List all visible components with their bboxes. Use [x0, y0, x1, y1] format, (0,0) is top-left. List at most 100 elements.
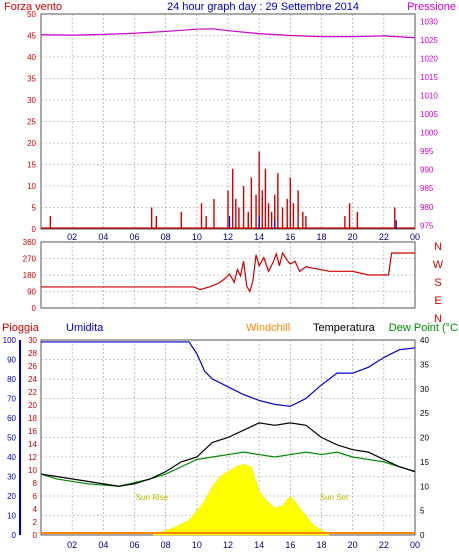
temperature-tick: 25 [420, 409, 429, 418]
rain-tick: 4 [33, 505, 38, 514]
temperature-tick: 35 [420, 360, 429, 369]
wind-tick: 30 [27, 96, 36, 105]
pressure-tick: 985 [420, 184, 434, 193]
rain-tick: 8 [33, 479, 38, 488]
pressure-tick: 1000 [420, 129, 438, 138]
rain-tick: 10 [28, 466, 37, 475]
time-tick-bottom: 04 [98, 540, 108, 550]
compass-label: N [434, 241, 442, 253]
rain-tick: 16 [28, 427, 37, 436]
wind-legend: Forza vento [4, 1, 62, 13]
pressure-tick: 975 [420, 221, 434, 230]
wind-tick: 10 [27, 182, 36, 191]
dewpoint-legend: Dew Point (°C [389, 322, 458, 334]
time-tick-top: 12 [223, 232, 233, 242]
rain-tick: 24 [28, 375, 37, 384]
temperature-tick: 30 [420, 385, 429, 394]
pressure-tick: 995 [420, 147, 434, 156]
time-tick-bottom: 02 [67, 540, 77, 550]
rain-tick: 26 [28, 362, 37, 371]
chart-title: 24 hour graph day : 29 Settembre 2014 [167, 1, 359, 13]
time-tick-bottom: 14 [254, 540, 264, 550]
grid-lines [41, 14, 415, 535]
sun-rise-label: Sun Rise [136, 493, 169, 502]
compass-label: E [434, 295, 441, 307]
humidity-legend: Umidita [66, 322, 104, 334]
rain-tick: 12 [28, 453, 37, 462]
time-tick-bottom: 22 [379, 540, 389, 550]
rain-tick: 0 [33, 531, 38, 540]
wind-tick: 25 [27, 118, 36, 127]
pressure-tick: 990 [420, 166, 434, 175]
humidity-tick: 40 [7, 453, 16, 462]
compass-label: N [434, 313, 442, 325]
rain-tick: 2 [33, 518, 38, 527]
time-tick-bottom: 16 [285, 540, 295, 550]
rain-tick: 6 [33, 492, 38, 501]
wind-tick: 35 [27, 75, 36, 84]
wind-tick: 15 [27, 161, 36, 170]
sun-area [153, 464, 331, 536]
time-tick-bottom: 20 [348, 540, 358, 550]
temperature-tick: 0 [420, 531, 425, 540]
pressure-tick: 1020 [420, 54, 438, 63]
pressure-tick: 980 [420, 203, 434, 212]
time-tick-top: 06 [129, 232, 139, 242]
pressure-tick: 1030 [420, 17, 438, 26]
humidity-line [41, 341, 416, 407]
humidity-tick: 50 [7, 434, 16, 443]
temperature-tick: 40 [420, 336, 429, 345]
time-tick-bottom: 08 [161, 540, 171, 550]
time-tick-top: 00 [410, 232, 420, 242]
humidity-tick: 70 [7, 395, 16, 404]
temperature-tick: 10 [420, 482, 429, 491]
direction-tick: 180 [23, 271, 37, 280]
wind-tick: 0 [32, 225, 37, 234]
wind-tick: 5 [32, 204, 37, 213]
wind-tick: 45 [27, 32, 36, 41]
rain-tick: 22 [28, 388, 37, 397]
rain-tick: 18 [28, 414, 37, 423]
pressure-tick: 1005 [420, 110, 438, 119]
humidity-tick: 0 [12, 531, 17, 540]
humidity-tick: 80 [7, 375, 16, 384]
dewpoint-line [40, 451, 416, 487]
temperature-line [40, 422, 416, 487]
wind-tick: 20 [27, 139, 36, 148]
rain-tick: 20 [28, 401, 37, 410]
pressure-tick: 1010 [420, 92, 438, 101]
humidity-tick: 30 [7, 473, 16, 482]
temperature-tick: 5 [420, 507, 425, 516]
time-tick-bottom: 12 [223, 540, 233, 550]
time-tick-top: 16 [285, 232, 295, 242]
temperature-tick: 20 [420, 434, 429, 443]
rain-tick: 14 [28, 440, 37, 449]
time-tick-top: 04 [98, 232, 108, 242]
rain-tick: 30 [28, 336, 37, 345]
rain-legend: Pioggia [2, 322, 40, 334]
pressure-line [40, 28, 416, 39]
time-tick-bottom: 18 [316, 540, 326, 550]
time-tick-bottom: 00 [410, 540, 420, 550]
time-tick-top: 10 [192, 232, 202, 242]
temperature-legend: Temperatura [313, 322, 376, 334]
sun-set-label: Sun Set [320, 493, 349, 502]
time-tick-top: 20 [348, 232, 358, 242]
series-layer [19, 28, 416, 536]
time-tick-bottom: 06 [129, 540, 139, 550]
humidity-tick: 90 [7, 356, 16, 365]
time-tick-bottom: 10 [192, 540, 202, 550]
wind-tick: 50 [27, 10, 36, 19]
tick-labels: 0202040406060808101012121414161618182020… [3, 10, 444, 550]
pressure-tick: 1025 [420, 36, 438, 45]
time-tick-top: 08 [161, 232, 171, 242]
wind-tick: 40 [27, 53, 36, 62]
temperature-tick: 15 [420, 458, 429, 467]
compass-label: S [434, 277, 441, 289]
direction-tick: 90 [27, 288, 36, 297]
time-tick-top: 14 [254, 232, 264, 242]
time-tick-top: 02 [67, 232, 77, 242]
humidity-tick: 100 [3, 336, 17, 345]
time-tick-top: 22 [379, 232, 389, 242]
